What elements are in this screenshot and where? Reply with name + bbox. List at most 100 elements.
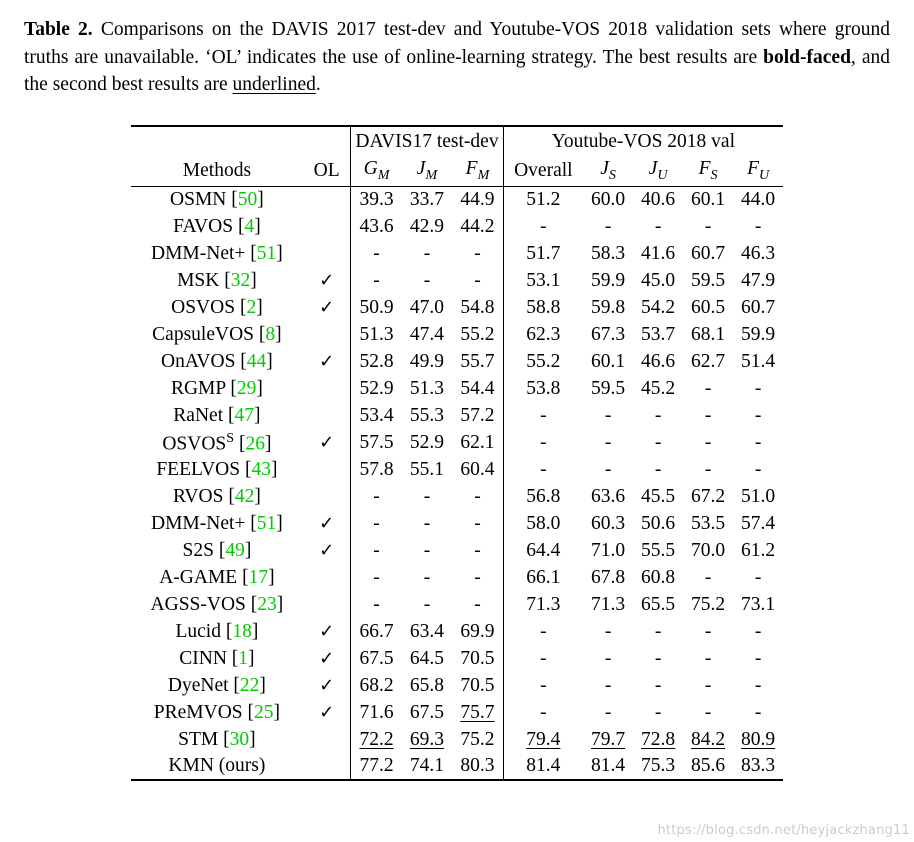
ol-cell: ✓	[303, 267, 351, 294]
col-header-methods: Methods	[130, 156, 303, 187]
metric-value: 63.6	[591, 485, 626, 507]
metric-subscript: S	[710, 166, 718, 183]
metric-subscript: M	[477, 166, 490, 183]
citation-number[interactable]: 42	[234, 485, 255, 507]
citation-number[interactable]: 8	[265, 323, 276, 345]
citation-number[interactable]: 29	[236, 377, 257, 399]
metric-value: 66.1	[502, 564, 584, 592]
citation-number[interactable]: 30	[229, 728, 250, 750]
metric-subscript: M	[377, 166, 390, 183]
metric-value: 67.2	[691, 485, 726, 507]
table-caption: Table 2. Comparisons on the DAVIS 2017 t…	[24, 16, 890, 99]
ol-checkmark: ✓	[319, 702, 335, 724]
method-cell: DyeNet [22]	[167, 674, 266, 696]
table-row: A-GAME [17] - - -66.1 67.8 60.8- -	[131, 564, 783, 592]
citation-number[interactable]: 51	[256, 242, 277, 264]
metric-value: 51.3	[409, 377, 445, 399]
citation-number[interactable]: 17	[248, 566, 269, 588]
metric-value: 52.9	[409, 431, 445, 453]
metric-value: -	[604, 431, 612, 453]
metric-value: -	[350, 267, 402, 295]
ol-cell	[303, 591, 351, 618]
col-header-metric: GM	[350, 156, 402, 187]
watermark-text: https://blog.csdn.net/heyjackzhang11	[657, 823, 910, 838]
table-row: RaNet [47] 53.4 55.3 57.2- - - - -	[131, 402, 783, 430]
citation-number[interactable]: 1	[238, 647, 249, 669]
metric-value: -	[502, 618, 584, 646]
metric-value: 57.4	[741, 512, 776, 534]
metric-value: -	[754, 215, 762, 237]
method-name: OSVOS	[171, 296, 236, 318]
citation-number[interactable]: 47	[234, 404, 255, 426]
table-row: FAVOS [4] 43.6 42.9 44.2- - - - -	[131, 213, 783, 241]
citation-number[interactable]: 43	[251, 458, 272, 480]
citation-number[interactable]: 18	[232, 620, 252, 642]
metric-value: -	[474, 539, 481, 561]
metric-value: 72.8	[641, 728, 676, 750]
metric-value: 55.3	[409, 404, 445, 426]
metric-letter: J	[416, 157, 426, 179]
metric-value: 75.7	[460, 701, 495, 723]
metric-value: 81.4	[591, 755, 626, 777]
citation-number[interactable]: 22	[239, 674, 260, 696]
metric-value: 49.9	[409, 350, 445, 372]
citation-number[interactable]: 50	[237, 188, 258, 210]
table-row: OSVOSS [26] ✓ 57.5 52.9 62.1- - - - -	[131, 429, 783, 457]
metric-value: -	[654, 674, 662, 696]
method-name: DMM-Net+	[151, 242, 246, 264]
method-superscript: S	[226, 429, 235, 446]
metric-value: -	[502, 429, 584, 457]
ol-checkmark: ✓	[319, 513, 335, 535]
citation-number[interactable]: 2	[246, 296, 257, 318]
citation-number[interactable]: 32	[230, 269, 251, 291]
method-cell: Lucid [18]	[175, 620, 259, 642]
metric-value: 46.3	[741, 242, 776, 264]
ol-cell	[303, 483, 351, 510]
metric-value: -	[754, 458, 762, 480]
ol-checkmark: ✓	[319, 351, 335, 373]
citation-number[interactable]: 25	[254, 701, 274, 723]
caption-text-3: .	[315, 74, 321, 96]
citation-number[interactable]: 4	[244, 215, 255, 237]
caption-text-2: , and the second best results are	[24, 46, 890, 96]
citation-number[interactable]: 51	[256, 512, 277, 534]
metric-value: 62.3	[502, 321, 584, 349]
citation-number[interactable]: 44	[246, 350, 267, 372]
ol-cell	[303, 213, 351, 240]
metric-value: -	[754, 701, 762, 723]
metric-value: 68.1	[691, 323, 726, 345]
table-row: KMN (ours) 77.2 74.1 80.3 81.4 81.4 75.3 85.6 83…	[131, 753, 783, 781]
method-cell: OnAVOS [44]	[161, 350, 273, 372]
metric-value: 41.6	[641, 242, 676, 264]
metric-subscript: U	[758, 166, 770, 183]
metric-value: 67.3	[591, 323, 626, 345]
metric-value: 40.6	[641, 188, 676, 210]
metric-value: -	[502, 213, 584, 241]
metric-value: 33.7	[409, 188, 445, 210]
table-row: OnAVOS [44] ✓ 52.8 49.9 55.7 55.2 60.1 46.6 62.7…	[131, 348, 783, 376]
method-name: MSK	[177, 269, 220, 291]
citation-number[interactable]: 49	[225, 539, 245, 561]
method-name: S2S	[182, 539, 214, 561]
citation-number[interactable]: 23	[257, 593, 277, 615]
ol-cell: ✓	[303, 537, 351, 564]
method-name: PReMVOS	[153, 701, 243, 723]
citation-number[interactable]: 26	[245, 433, 265, 455]
table-row: MSK [32] ✓ - - -53.1 59.9 45.0 59.5 47.9	[131, 267, 783, 295]
ol-cell: ✓	[303, 348, 351, 375]
method-cell: A-GAME [17]	[159, 566, 275, 588]
metric-value: -	[474, 485, 481, 507]
metric-value: -	[350, 591, 402, 619]
col-header-metric: FU	[733, 156, 784, 187]
metric-value: 59.5	[591, 377, 626, 399]
metric-value: 60.7	[691, 242, 726, 264]
col-header-metric: JM	[401, 156, 453, 187]
metric-value: 62.1	[460, 431, 495, 453]
metric-value: 65.5	[641, 593, 676, 615]
metric-value: 58.8	[502, 294, 584, 322]
method-cell: AGSS-VOS [23]	[150, 593, 284, 615]
ol-checkmark: ✓	[319, 675, 335, 697]
method-name: RaNet	[173, 404, 224, 426]
metric-value: 70.5	[460, 674, 495, 696]
ol-cell: ✓	[303, 429, 351, 456]
